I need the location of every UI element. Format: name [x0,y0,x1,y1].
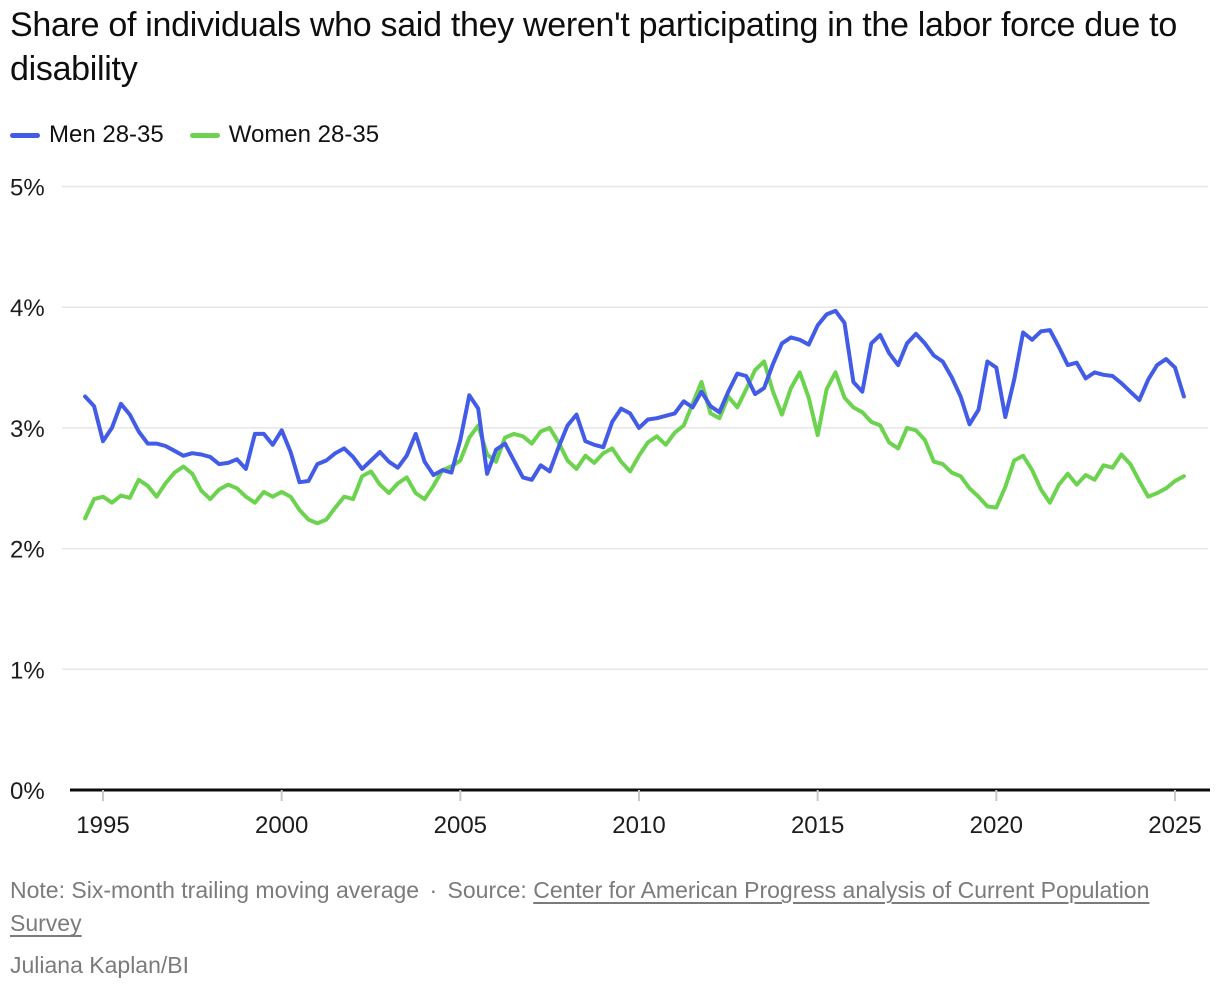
source-label: Source: [447,877,527,903]
y-tick-label: 0% [10,778,45,805]
legend-label-men: Men 28-35 [49,121,164,148]
y-axis-labels: 5% 4% 3% 2% 1% 0% [10,175,45,806]
byline: Juliana Kaplan/BI [10,952,190,978]
legend-item-women: Women 28-35 [189,121,380,149]
y-tick-label: 4% [10,295,45,322]
legend-label-women: Women 28-35 [228,121,380,148]
x-tick-label: 2005 [434,812,487,839]
note-text: Note: Six-month trailing moving average [10,877,420,903]
women-line-swatch-icon [189,132,220,138]
legend-item-men: Men 28-35 [10,121,164,149]
x-axis-labels: 1995 2000 2005 2010 2015 2020 2025 [76,790,1202,839]
y-tick-label: 1% [10,657,45,684]
y-tick-label: 2% [10,537,45,564]
y-tick-label: 5% [10,175,45,202]
x-tick-label: 2010 [612,812,665,839]
chart-title: Share of individuals who said they weren… [10,6,1177,88]
series-line-men-28-35 [83,308,1186,485]
x-tick-label: 2000 [255,812,308,839]
gridlines [62,185,1210,792]
y-tick-label: 3% [10,416,45,443]
note-separator: · [429,877,438,903]
series-line-women-28-35 [83,359,1186,526]
line-chart: 5% 4% 3% 2% 1% 0% 1995 2000 2005 2010 2015 2020 202… [10,175,1210,839]
footnote: Note: Six-month trailing moving average … [10,874,1210,941]
series-lines [83,308,1186,526]
source-link[interactable]: Center for American Progress analysis of… [10,877,1150,937]
x-tick-label: 1995 [76,812,129,839]
x-tick-label: 2025 [1148,812,1201,839]
legend: Men 28-35 Women 28-35 [10,121,379,149]
x-tick-label: 2015 [791,812,844,839]
men-line-swatch-icon [10,132,40,138]
x-tick-label: 2020 [970,812,1023,839]
